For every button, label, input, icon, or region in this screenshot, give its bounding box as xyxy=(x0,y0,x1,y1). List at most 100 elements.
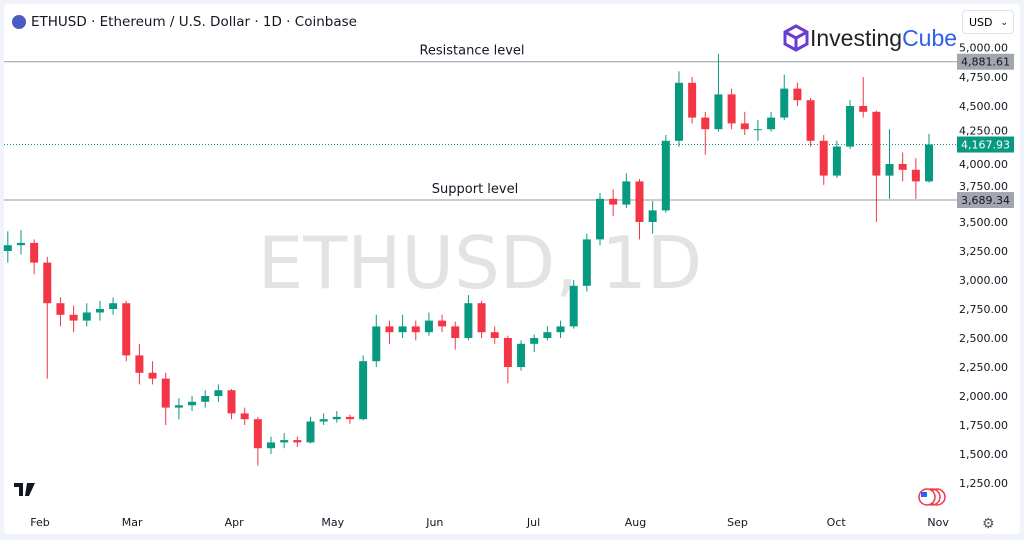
x-tick-label: Jun xyxy=(425,516,443,529)
candle-body xyxy=(227,390,236,414)
x-tick-label: Nov xyxy=(927,516,949,529)
symbol-title-text: ETHUSD · Ethereum / U.S. Dollar · 1D · C… xyxy=(31,14,357,30)
candle-body xyxy=(477,303,486,333)
candle-body xyxy=(688,82,697,118)
candle-body xyxy=(332,416,341,420)
candle-body xyxy=(885,164,894,176)
candle-body xyxy=(740,123,749,130)
candle-body xyxy=(16,242,25,246)
candle-body xyxy=(122,303,131,356)
level-price-label: 4,881.61 xyxy=(961,56,1010,69)
candle-body xyxy=(582,239,591,286)
y-tick-label: 2,750.00 xyxy=(959,303,1008,316)
candle-body xyxy=(503,338,512,367)
level-label: Resistance level xyxy=(419,44,524,59)
y-tick-label: 4,500.00 xyxy=(959,100,1008,113)
y-tick-label: 1,250.00 xyxy=(959,477,1008,490)
candle-body xyxy=(556,326,565,333)
x-tick-label: Mar xyxy=(122,516,143,529)
candle-body xyxy=(819,140,828,176)
last-price-label: 4,167.93 xyxy=(961,139,1010,152)
candle-body xyxy=(872,111,881,176)
x-tick-label: Oct xyxy=(827,516,847,529)
candle-body xyxy=(148,372,157,379)
candle-body xyxy=(161,378,170,408)
y-tick-label: 3,000.00 xyxy=(959,274,1008,287)
candle-body xyxy=(793,88,802,101)
candle-body xyxy=(267,442,276,449)
candle-body xyxy=(569,285,578,327)
y-tick-label: 5,000.00 xyxy=(959,42,1008,55)
candle-body xyxy=(464,303,473,338)
y-tick-label: 2,000.00 xyxy=(959,390,1008,403)
candle-body xyxy=(69,314,78,321)
last-price-tag xyxy=(957,136,1014,153)
y-tick-label: 3,500.00 xyxy=(959,216,1008,229)
candle-body xyxy=(609,198,618,205)
candle-body xyxy=(359,361,368,420)
candle-body xyxy=(753,129,762,131)
candle-body xyxy=(859,106,868,112)
candle-body xyxy=(135,355,144,373)
candle-body xyxy=(661,140,670,211)
chevron-down-icon: ⌄ xyxy=(1000,18,1008,28)
cube-logo-icon xyxy=(783,24,809,52)
candle-body xyxy=(648,210,657,222)
candle-body xyxy=(319,419,328,422)
y-tick-label: 1,500.00 xyxy=(959,448,1008,461)
currency-select[interactable]: USD ⌄ xyxy=(962,10,1014,34)
y-tick-label: 2,500.00 xyxy=(959,332,1008,345)
candle-body xyxy=(424,320,433,333)
x-tick-label: Aug xyxy=(625,516,646,529)
level-price-tag xyxy=(957,192,1014,209)
candle-body xyxy=(30,242,39,263)
candle-body xyxy=(911,169,920,182)
candle-body xyxy=(43,262,52,304)
candle-body xyxy=(109,303,118,309)
candle-body xyxy=(174,405,183,408)
candle-body xyxy=(306,421,315,443)
candle-body xyxy=(622,181,631,205)
candle-body xyxy=(345,416,354,420)
y-tick-label: 3,250.00 xyxy=(959,245,1008,258)
level-label: Support level xyxy=(432,182,518,197)
candle-body xyxy=(82,312,91,321)
candle-body xyxy=(253,419,262,449)
candle-body xyxy=(517,343,526,367)
candle-body xyxy=(240,413,249,420)
investingcube-logo: Investing Cube xyxy=(782,24,957,52)
candle-body xyxy=(56,303,65,315)
y-tick-label: 4,250.00 xyxy=(959,125,1008,138)
candle-body xyxy=(398,326,407,333)
candle-body xyxy=(188,401,197,406)
x-tick-label: Apr xyxy=(225,516,245,529)
candle-body xyxy=(925,144,934,182)
candle-body xyxy=(411,326,420,333)
candle-body xyxy=(95,309,104,313)
candle-body xyxy=(701,117,710,130)
chart-panel: ETHUSD · Ethereum / U.S. Dollar · 1D · C… xyxy=(4,4,1020,534)
candle-body xyxy=(530,338,539,344)
candle-body xyxy=(806,100,815,141)
tradingview-logo-icon xyxy=(14,483,35,496)
candle-body xyxy=(438,320,447,327)
settings-gear-icon[interactable]: ⚙ xyxy=(982,516,995,532)
y-tick-label: 3,750.00 xyxy=(959,180,1008,193)
level-price-tag xyxy=(957,53,1014,70)
candle-body xyxy=(385,326,394,333)
us-flag-icon xyxy=(921,492,927,497)
candle-body xyxy=(280,440,289,443)
candle-body xyxy=(780,88,789,118)
symbol-title[interactable]: ETHUSD · Ethereum / U.S. Dollar · 1D · C… xyxy=(12,14,357,30)
level-price-label: 3,689.34 xyxy=(961,194,1010,207)
candle-body xyxy=(3,245,12,251)
logo-text-a: Investing xyxy=(810,24,903,51)
candle-body xyxy=(832,146,841,176)
x-tick-label: Feb xyxy=(30,516,49,529)
candle-body xyxy=(201,396,210,402)
candle-body xyxy=(490,332,499,338)
candle-body xyxy=(727,94,736,124)
candle-body xyxy=(674,82,683,141)
y-tick-label: 4,000.00 xyxy=(959,158,1008,171)
